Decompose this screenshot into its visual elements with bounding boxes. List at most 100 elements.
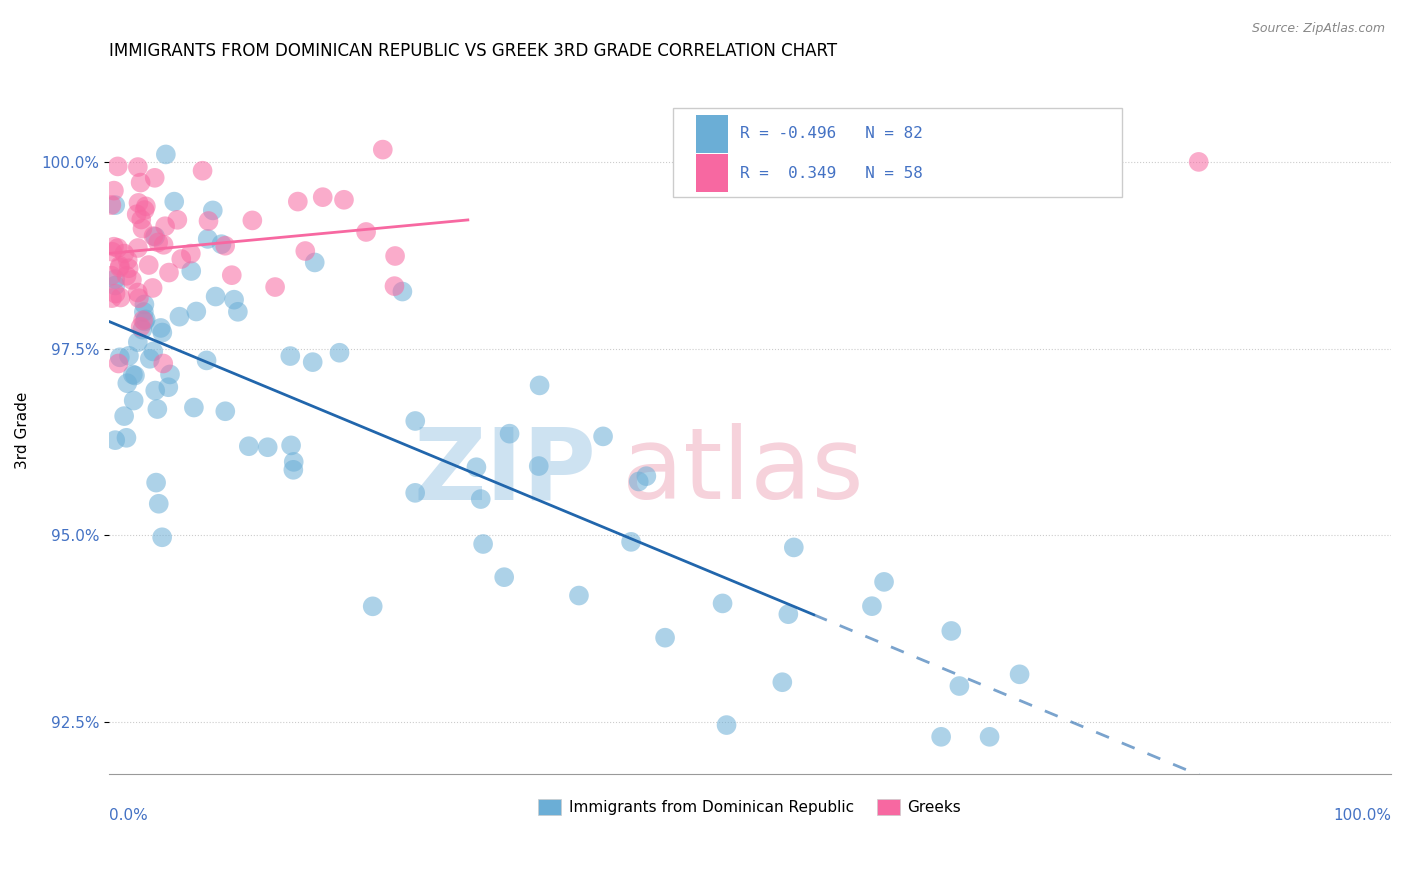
Point [146,235,169,250]
Point [226,305,249,319]
Point [204,289,226,303]
Point [197,214,219,228]
Point [134,297,156,311]
Point [131,221,153,235]
Point [465,460,488,475]
Point [132,313,155,327]
Point [128,291,150,305]
Point [494,570,516,584]
Point [498,426,520,441]
Point [170,252,193,266]
Point [384,249,406,263]
Point [979,730,1001,744]
Point [929,730,952,744]
Point [117,376,139,391]
Point [131,323,153,337]
Y-axis label: 3rd Grade: 3rd Grade [15,392,30,469]
Point [304,255,326,269]
Point [118,261,141,276]
Point [143,170,166,185]
Point [122,393,145,408]
Point [142,281,165,295]
Text: Source: ZipAtlas.com: Source: ZipAtlas.com [1251,22,1385,36]
Point [100,268,122,283]
Point [333,193,356,207]
Point [404,414,426,428]
Point [110,291,132,305]
Bar [696,154,728,192]
Point [152,237,174,252]
Point [716,718,738,732]
Point [354,225,377,239]
Point [138,258,160,272]
Bar [696,115,728,153]
Point [127,285,149,300]
Point [115,268,138,283]
Point [112,246,135,260]
Point [153,219,176,234]
Point [620,534,643,549]
Point [104,286,127,301]
Point [127,160,149,174]
Point [148,497,170,511]
Point [121,273,143,287]
Point [135,199,157,213]
Point [101,291,124,305]
Point [404,486,426,500]
Point [1008,667,1031,681]
Point [1188,154,1211,169]
Point [129,176,152,190]
Point [328,345,350,359]
Legend: Immigrants from Dominican Republic, Greeks: Immigrants from Dominican Republic, Gree… [533,793,967,822]
Point [146,402,169,417]
Point [107,241,129,255]
Point [197,232,219,246]
Point [122,368,145,382]
Point [214,238,236,252]
Point [157,266,180,280]
Point [783,541,806,555]
Point [103,240,125,254]
Point [183,401,205,415]
Point [135,312,157,326]
Point [636,469,658,483]
Point [103,184,125,198]
Point [256,440,278,454]
Point [134,202,156,217]
Point [117,252,139,267]
Point [142,344,165,359]
Point [166,212,188,227]
Point [778,607,800,622]
Point [124,368,146,383]
Point [104,272,127,286]
Point [180,264,202,278]
Point [283,455,305,469]
Point [157,380,180,394]
Text: ZIP: ZIP [413,424,596,520]
Point [654,631,676,645]
Point [195,353,218,368]
Point [941,624,963,638]
Point [384,279,406,293]
Text: R = -0.496   N = 82: R = -0.496 N = 82 [740,127,922,142]
Point [201,203,224,218]
Point [592,429,614,443]
Point [150,530,173,544]
Point [107,356,129,370]
Text: R =  0.349   N = 58: R = 0.349 N = 58 [740,166,922,180]
Point [191,163,214,178]
Point [115,431,138,445]
Point [470,491,492,506]
Point [155,147,177,161]
FancyBboxPatch shape [673,108,1122,197]
Point [568,589,591,603]
Point [301,355,323,369]
Point [127,241,149,255]
Point [104,198,127,212]
Point [125,207,148,221]
Point [104,433,127,447]
Point [283,463,305,477]
Point [132,305,155,319]
Point [180,246,202,260]
Point [142,229,165,244]
